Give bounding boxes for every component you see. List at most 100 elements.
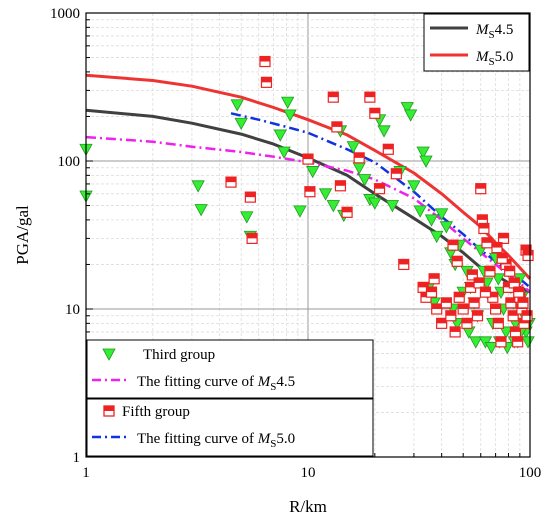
fifth-group-point-fill (354, 152, 365, 158)
fifth-group-point-fill (335, 180, 346, 186)
fifth-group-point-fill (364, 92, 375, 98)
third-group-point (240, 211, 254, 224)
legend-fit45-label: The fitting curve of MS4.5 (137, 374, 295, 393)
fifth-group-point-fill (503, 282, 514, 288)
fifth-group-point-fill (328, 92, 339, 98)
fifth-group-point-fill (508, 310, 519, 316)
fifth-group-point-fill (513, 287, 524, 293)
fifth-group-point-fill (477, 214, 488, 220)
legend-third-marker (102, 348, 116, 361)
fifth-group-point-fill (331, 121, 342, 127)
fifth-group-point-fill (475, 183, 486, 189)
fifth-group-point-fill (521, 245, 532, 251)
third-group-point (230, 99, 244, 112)
fifth-group-point-fill (469, 297, 480, 303)
third-group-point (377, 125, 391, 138)
third-group-point (326, 200, 340, 213)
fifth-group-point-fill (512, 336, 523, 342)
third-group-point (281, 96, 295, 109)
fifth-group-point-fill (374, 183, 385, 189)
fifth-group-point-fill (504, 266, 515, 272)
third-group-point (416, 146, 430, 159)
fifth-group-point-fill (445, 310, 456, 316)
fifth-group-point-fill (342, 207, 353, 213)
legend-top-right: MS4.5 MS5.0 (423, 13, 530, 72)
fifth-group-point-fill (490, 304, 501, 309)
y-tick-label: 1 (73, 450, 81, 466)
third-group-point (434, 208, 449, 221)
third-group-point (430, 230, 444, 244)
fifth-group-point-fill (391, 168, 402, 174)
fifth-group-point-fill (505, 297, 516, 303)
fifth-group-point-fill (522, 310, 533, 316)
fifth-group-point-fill (436, 318, 447, 324)
fifth-group-point-fill (418, 282, 429, 288)
fifth-group-point-fill (452, 256, 463, 262)
fifth-group-point-fill (518, 297, 529, 303)
fifth-group-point-fill (304, 186, 315, 192)
fifth-group-point-fill (480, 287, 491, 293)
third-group-point (234, 117, 248, 131)
fifth-group-point-fill (398, 259, 409, 265)
y-axis-label: PGA/gal (13, 205, 32, 265)
legend-ms50-label: MS5.0 (475, 49, 513, 68)
fifth-group-point-fill (509, 277, 520, 283)
third-group-point (400, 102, 414, 115)
fifth-group-point-fill (450, 326, 461, 332)
third-group-point (419, 155, 433, 168)
fifth-group-point-fill (247, 233, 258, 239)
fifth-group-point-fill (493, 318, 504, 324)
x-axis-label: R/km (289, 497, 327, 516)
fifth-group-point-fill (484, 266, 495, 272)
fifth-group-point-fill (369, 108, 380, 114)
fifth-group-point-fill (261, 77, 272, 83)
third-group-point (194, 204, 208, 217)
fifth-group-point-fill (454, 292, 465, 298)
third-group-point (424, 214, 439, 227)
legend-fifth-label: Fifth group (122, 404, 190, 420)
fifth-group-point-fill (498, 233, 509, 239)
third-group-point (439, 221, 454, 234)
legend-third-label: Third group (143, 347, 215, 363)
fifth-group-point-fill (478, 223, 489, 229)
fifth-group-point-fill (431, 304, 442, 309)
third-group-point (306, 166, 320, 179)
third-group-point (484, 342, 499, 355)
third-group-point (191, 180, 205, 193)
third-group-point (368, 197, 382, 210)
third-group-point (469, 336, 483, 349)
legend-fifth-marker-fill (104, 406, 114, 411)
fifth-group-point-fill (481, 237, 492, 243)
y-tick-label: 100 (58, 154, 81, 170)
y-tick-label: 10 (65, 302, 80, 318)
third-group-point (318, 188, 333, 201)
fifth-group-point-fill (497, 253, 508, 259)
fifth-group-point-fill (448, 240, 459, 246)
fifth-group-point-fill (458, 304, 469, 309)
fifth-group-point-fill (491, 242, 502, 248)
fifth-group-point-fill (226, 177, 237, 183)
third-group-point (293, 205, 307, 218)
fifth-group-point-fill (495, 336, 506, 342)
fifth-group-point-fill (245, 192, 256, 198)
fifth-group-point-fill (467, 269, 478, 275)
x-tick-label: 1 (82, 465, 90, 481)
fifth-group-point-fill (383, 144, 394, 150)
fifth-group-point-fill (429, 273, 440, 279)
markers (79, 55, 536, 355)
fifth-group-point-fill (303, 154, 313, 160)
fifth-group-point-fill (487, 292, 498, 298)
fifth-group-point-fill (441, 297, 452, 303)
legend-ms45-label: MS4.5 (475, 22, 513, 41)
third-group-point (403, 109, 418, 122)
legend-fit50-label: The fitting curve of MS5.0 (137, 431, 295, 450)
third-group-point (357, 174, 372, 187)
x-tick-label: 10 (301, 465, 316, 481)
third-group-point (273, 129, 287, 142)
fifth-group-point-fill (465, 282, 476, 288)
fifth-group-point-fill (474, 277, 485, 283)
x-tick-label: 100 (519, 465, 542, 481)
fifth-group-point-fill (259, 56, 270, 62)
third-group-point (283, 109, 297, 122)
